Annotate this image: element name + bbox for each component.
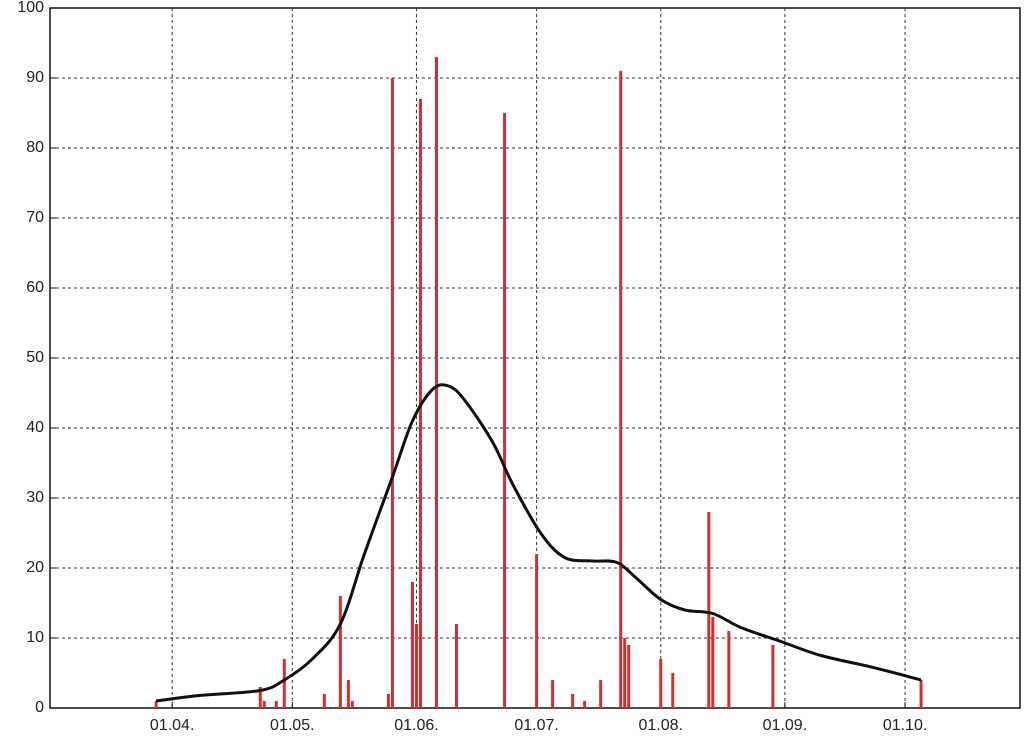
y-tick-label: 80 xyxy=(26,139,44,156)
y-tick-label: 10 xyxy=(26,629,44,646)
y-tick-label: 70 xyxy=(26,209,44,226)
bar xyxy=(455,624,459,708)
bar xyxy=(282,659,286,708)
bar xyxy=(262,701,266,708)
y-tick-label: 0 xyxy=(35,699,44,716)
x-tick-label: 01.08. xyxy=(639,717,683,734)
x-tick-label: 01.04. xyxy=(150,717,194,734)
bar xyxy=(535,554,539,708)
y-tick-label: 90 xyxy=(26,69,44,86)
bar xyxy=(503,113,507,708)
bar xyxy=(274,701,278,708)
x-tick-label: 01.05. xyxy=(270,717,314,734)
bar xyxy=(623,638,627,708)
bar xyxy=(410,582,414,708)
bar xyxy=(551,680,555,708)
bar xyxy=(322,694,326,708)
y-tick-label: 40 xyxy=(26,419,44,436)
x-tick-label: 01.06. xyxy=(394,717,438,734)
bar xyxy=(919,680,923,708)
trend-line xyxy=(155,383,922,703)
x-tick-label: 01.09. xyxy=(763,717,807,734)
bar xyxy=(671,673,675,708)
bar xyxy=(414,624,418,708)
bar xyxy=(390,78,394,708)
bar xyxy=(619,71,623,708)
bar xyxy=(346,680,350,708)
bar xyxy=(154,701,158,708)
bar xyxy=(707,512,711,708)
bar xyxy=(583,701,587,708)
bar xyxy=(771,645,775,708)
y-tick-label: 60 xyxy=(26,279,44,296)
bar xyxy=(659,659,663,708)
bar xyxy=(258,687,262,708)
bar xyxy=(627,645,631,708)
y-tick-label: 20 xyxy=(26,559,44,576)
bar xyxy=(571,694,575,708)
bar xyxy=(727,631,731,708)
y-tick-label: 50 xyxy=(26,349,44,366)
y-tick-label: 100 xyxy=(17,0,44,16)
bar xyxy=(434,57,438,708)
x-tick-label: 01.07. xyxy=(514,717,558,734)
bar xyxy=(386,694,390,708)
bar xyxy=(599,680,603,708)
bar xyxy=(338,596,342,708)
x-tick-label: 01.10. xyxy=(883,717,927,734)
bar xyxy=(350,701,354,708)
bar xyxy=(711,617,715,708)
y-tick-label: 30 xyxy=(26,489,44,506)
